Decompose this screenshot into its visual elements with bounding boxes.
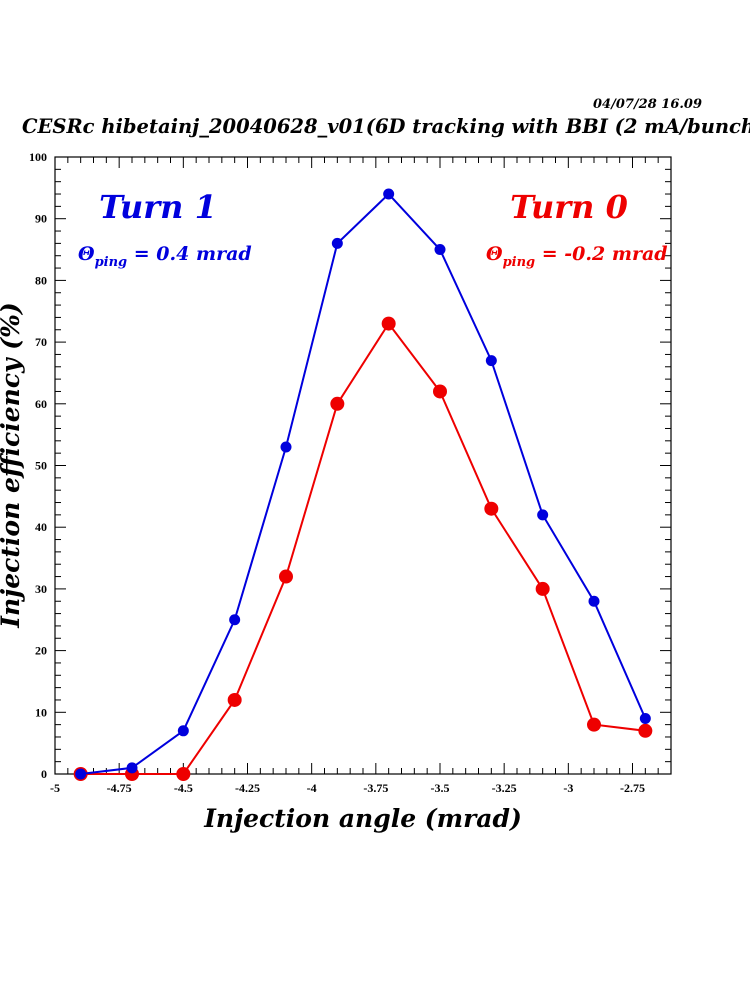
turn0-theta-sub: ping <box>503 255 536 270</box>
y-axis-label: Injection efficiency (%) <box>0 302 25 628</box>
turn0-theta-value: = -0.2 mrad <box>535 243 667 265</box>
x-tick-label: -4.75 <box>107 781 132 795</box>
y-tick-label: 10 <box>35 705 47 719</box>
data-point-turn1 <box>331 237 343 249</box>
data-point-turn0 <box>227 692 242 707</box>
turn0-theta-symbol: Θ <box>486 243 503 265</box>
series-turn0 <box>73 316 653 781</box>
turn1-theta-value: = 0.4 mrad <box>127 243 252 265</box>
x-tick-label: -4.25 <box>235 781 260 795</box>
data-point-turn1 <box>383 188 395 200</box>
data-point-turn1 <box>537 509 549 521</box>
data-point-turn1 <box>639 712 651 724</box>
timestamp: 04/07/28 16.09 <box>593 97 702 112</box>
y-tick-label: 30 <box>35 582 47 596</box>
series-line-turn1 <box>80 192 647 775</box>
data-point-turn0 <box>638 723 653 738</box>
x-axis-label: Injection angle (mrad) <box>203 804 522 833</box>
turn1-theta-symbol: Θ <box>78 243 95 265</box>
y-tick-label: 70 <box>35 335 47 349</box>
data-point-turn0 <box>279 569 293 584</box>
data-point-turn0 <box>330 396 345 411</box>
data-point-turn0 <box>535 581 550 596</box>
turn1-label: Turn 1 <box>99 188 217 226</box>
x-tick-label: -4.5 <box>174 781 193 795</box>
data-point-turn1 <box>229 614 241 626</box>
turn0-theta: Θping = -0.2 mrad <box>486 243 668 270</box>
data-point-turn1 <box>280 441 292 453</box>
data-point-turn1 <box>434 244 446 256</box>
x-tick-label: -3.5 <box>431 781 450 795</box>
y-tick-label: 90 <box>35 212 47 226</box>
data-point-turn1 <box>588 595 600 607</box>
data-point-turn1 <box>485 355 497 367</box>
axis-ticks <box>54 156 672 775</box>
data-point-turn0 <box>381 316 396 331</box>
series-turn1 <box>75 188 651 780</box>
turn1-theta: Θping = 0.4 mrad <box>78 243 252 270</box>
y-tick-label: 20 <box>35 644 47 658</box>
data-point-turn1 <box>75 768 87 780</box>
y-tick-label: 80 <box>35 273 47 287</box>
x-tick-label: -3 <box>563 781 573 795</box>
y-tick-label: 40 <box>35 520 47 534</box>
data-point-turn0 <box>176 767 191 781</box>
tick-labels: -5 -4.75 -4.5 -4.25 -4 -3.75 -3.5 -3.25 -3 -2.75 0… <box>29 150 645 795</box>
series-line-turn0 <box>80 321 646 775</box>
y-tick-label: 50 <box>35 459 47 473</box>
x-tick-label: -5 <box>50 781 60 795</box>
x-tick-label: -3.25 <box>492 781 517 795</box>
x-tick-label: -2.75 <box>620 781 645 795</box>
x-tick-label: -4 <box>307 781 317 795</box>
y-tick-label: 100 <box>29 150 47 164</box>
turn0-label: Turn 0 <box>510 188 628 226</box>
data-point-turn0 <box>433 384 447 399</box>
chart-title: CESRc hibetainj_20040628_v01(6D tracking… <box>22 115 750 138</box>
series-layer <box>73 188 653 781</box>
x-tick-label: -3.75 <box>363 781 388 795</box>
data-point-turn1 <box>126 762 138 774</box>
y-tick-label: 0 <box>41 767 47 781</box>
data-point-turn0 <box>484 501 499 516</box>
data-point-turn0 <box>587 717 601 732</box>
y-tick-label: 60 <box>35 397 47 411</box>
turn1-theta-sub: ping <box>95 255 128 270</box>
data-point-turn1 <box>177 725 189 737</box>
